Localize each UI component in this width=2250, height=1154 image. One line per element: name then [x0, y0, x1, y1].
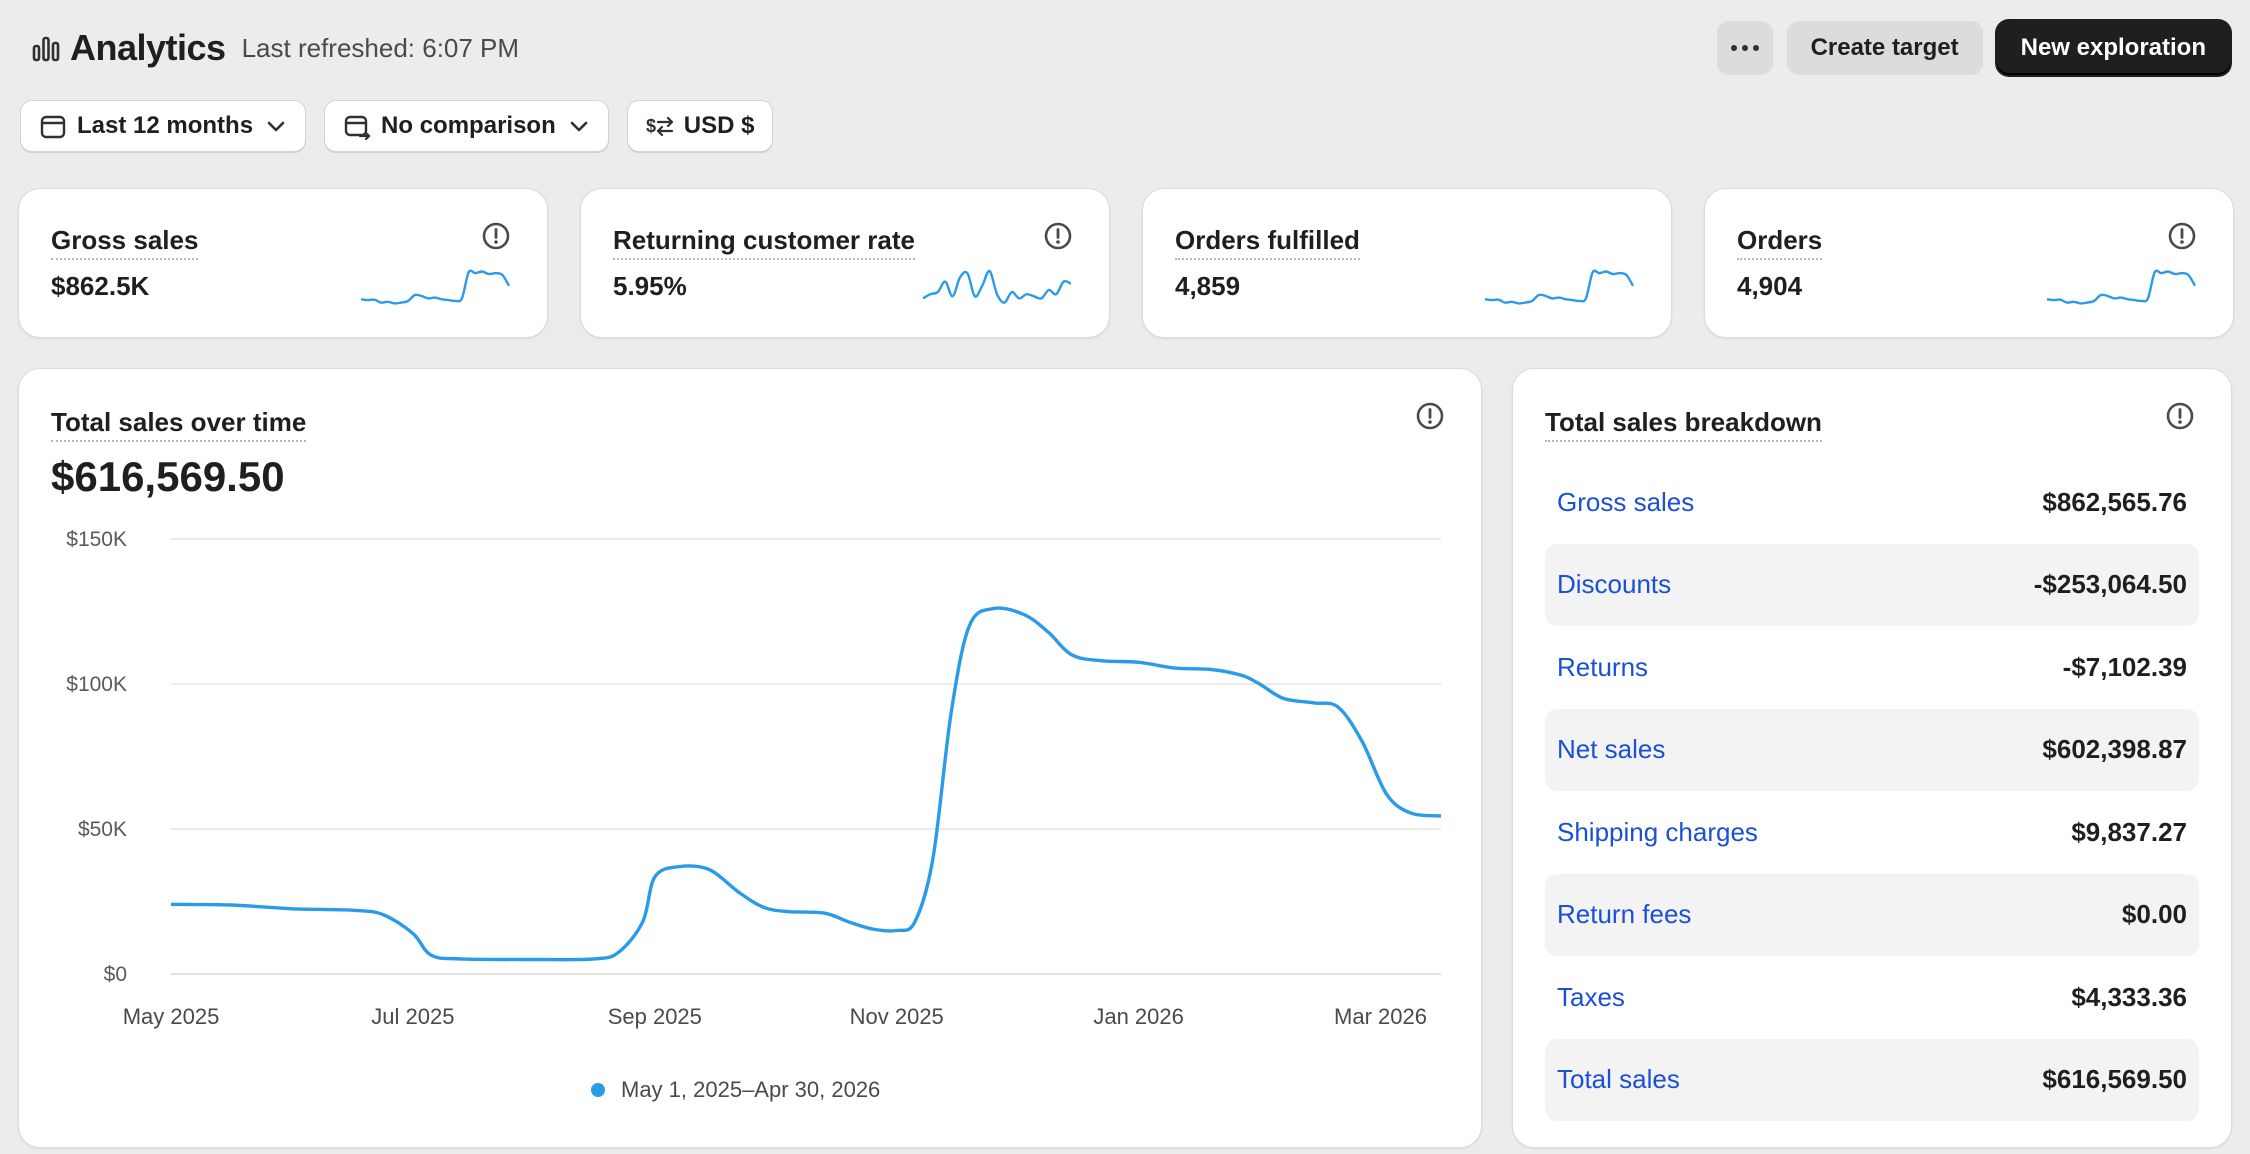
breakdown-row-amount: $0.00	[2121, 899, 2187, 930]
kpi-card-orders-fulfilled[interactable]: Orders fulfilled 4,859	[1142, 188, 1672, 338]
kpi-card-gross-sales[interactable]: Gross sales $862.5K	[18, 188, 548, 338]
sparkline-series	[2046, 269, 2197, 305]
kpi-value: 5.95%	[613, 271, 687, 301]
y-tick-label: $150K	[66, 528, 127, 551]
kpi-label[interactable]: Orders fulfilled	[1175, 225, 1360, 260]
date-range-picker[interactable]: Last 12 months	[20, 100, 307, 152]
calendar-compare-icon	[344, 115, 371, 140]
breakdown-row-link[interactable]: Taxes	[1557, 981, 1625, 1012]
breakdown-row-amount: $862,565.76	[2042, 486, 2187, 517]
info-alert-icon[interactable]	[481, 221, 511, 251]
kpi-label[interactable]: Gross sales	[51, 225, 199, 260]
kpi-cards: Gross sales $862.5K Returning customer r…	[18, 188, 2234, 338]
chart-title[interactable]: Total sales over time	[51, 407, 307, 442]
legend-swatch	[591, 1083, 605, 1097]
info-alert-icon[interactable]	[2165, 401, 2195, 431]
kpi-value: $862.5K	[51, 271, 150, 301]
breakdown-title[interactable]: Total sales breakdown	[1545, 407, 1822, 442]
breakdown-row: Gross sales $862,565.76	[1545, 461, 2199, 544]
calendar-icon	[40, 115, 66, 139]
breakdown-row-amount: $602,398.87	[2042, 734, 2187, 765]
chevron-down-icon	[267, 121, 285, 132]
breakdown-row: Total sales $616,569.50	[1545, 1038, 2199, 1121]
kpi-value: 4,859	[1175, 271, 1241, 301]
breakdown-row-amount: $4,333.36	[2071, 981, 2187, 1012]
y-tick-label: $100K	[66, 673, 127, 696]
chevron-down-icon	[570, 121, 588, 132]
info-alert-icon[interactable]	[2167, 221, 2197, 251]
sparkline	[1484, 269, 1635, 305]
kpi-label[interactable]: Orders	[1737, 225, 1823, 260]
header-actions: Create target New exploration	[1716, 21, 2230, 75]
total-sales-over-time-card: $0 $50K $100K $150K May 2025 Jul 2025 Sep 2025…	[18, 368, 1482, 1148]
breakdown-row: Net sales $602,398.87	[1545, 708, 2199, 791]
x-tick-label: Mar 2026	[1334, 1004, 1427, 1029]
breakdown-row-amount: $616,569.50	[2042, 1064, 2187, 1095]
x-tick-label: May 2025	[123, 1004, 220, 1029]
breakdown-row: Taxes $4,333.36	[1545, 956, 2199, 1039]
sparkline	[922, 269, 1072, 304]
series-line[interactable]	[170, 606, 1442, 962]
sparkline-series	[360, 269, 511, 305]
breakdown-row-link[interactable]: Return fees	[1557, 899, 1692, 930]
breakdown-row-link[interactable]: Returns	[1557, 651, 1649, 682]
page-title: Analytics	[70, 27, 226, 68]
kpi-card-orders[interactable]: Orders 4,904	[1704, 188, 2234, 338]
x-tick-label: Nov 2025	[850, 1004, 944, 1029]
page-header: Analytics Last refreshed: 6:07 PM Create…	[30, 20, 2230, 76]
breakdown-list: Gross sales $862,565.76 Discounts -$253,064…	[1545, 461, 2199, 1121]
comparison-picker[interactable]: No comparison	[324, 100, 609, 152]
breakdown-row: Shipping charges $9,837.27	[1545, 791, 2199, 874]
kpi-label[interactable]: Returning customer rate	[613, 225, 915, 260]
bar-chart-icon	[32, 36, 60, 62]
total-sales-breakdown-card: Total sales breakdown Gross sales $862,56…	[1512, 368, 2232, 1148]
breakdown-row-amount: -$253,064.50	[2033, 569, 2187, 600]
x-tick-label: Jul 2025	[371, 1004, 454, 1029]
x-tick-label: Sep 2025	[608, 1004, 702, 1029]
create-target-button[interactable]: Create target	[1786, 21, 1983, 75]
chart-legend: May 1, 2025–Apr 30, 2026	[591, 1077, 880, 1103]
sparkline-series	[1484, 269, 1635, 305]
svg-text:$: $	[646, 116, 656, 136]
x-tick-label: Jan 2026	[1093, 1004, 1184, 1029]
last-refreshed-text: Last refreshed: 6:07 PM	[241, 32, 520, 63]
currency-label: USD $	[683, 112, 755, 139]
info-alert-icon[interactable]	[1043, 221, 1073, 251]
sparkline	[360, 269, 511, 305]
breakdown-row-amount: $9,837.27	[2071, 816, 2187, 847]
currency-exchange-icon: $	[646, 116, 673, 137]
breakdown-row-link[interactable]: Total sales	[1557, 1064, 1680, 1095]
breakdown-row: Return fees $0.00	[1545, 873, 2199, 956]
new-exploration-button[interactable]: New exploration	[1996, 21, 2230, 75]
legend-label: May 1, 2025–Apr 30, 2026	[621, 1077, 881, 1102]
info-alert-icon[interactable]	[1415, 401, 1445, 431]
more-actions-button[interactable]	[1716, 21, 1773, 75]
comparison-label: No comparison	[381, 112, 556, 139]
breakdown-row: Discounts -$253,064.50	[1545, 543, 2199, 626]
more-horizontal-icon	[1730, 45, 1737, 51]
date-range-label: Last 12 months	[77, 112, 254, 139]
chart-total-value: $616,569.50	[51, 453, 285, 500]
sales-line-chart: $0 $50K $100K $150K May 2025 Jul 2025 Sep 2025…	[66, 528, 1442, 1029]
y-tick-label: $0	[104, 963, 127, 986]
sparkline-series	[922, 269, 1072, 304]
sparkline	[2046, 269, 2197, 305]
filter-bar: Last 12 months No comparison $ USD $	[20, 100, 774, 152]
breakdown-row-link[interactable]: Gross sales	[1557, 486, 1695, 517]
breakdown-row-link[interactable]: Shipping charges	[1557, 816, 1758, 847]
y-tick-label: $50K	[78, 818, 127, 841]
breakdown-row-link[interactable]: Net sales	[1557, 734, 1666, 765]
breakdown-row: Returns -$7,102.39	[1545, 626, 2199, 709]
breakdown-row-amount: -$7,102.39	[2062, 651, 2187, 682]
breakdown-row-link[interactable]: Discounts	[1557, 569, 1672, 600]
kpi-card-returning-customer-rate[interactable]: Returning customer rate 5.95%	[580, 188, 1110, 338]
kpi-value: 4,904	[1737, 271, 1803, 301]
currency-picker[interactable]: $ USD $	[626, 100, 774, 152]
